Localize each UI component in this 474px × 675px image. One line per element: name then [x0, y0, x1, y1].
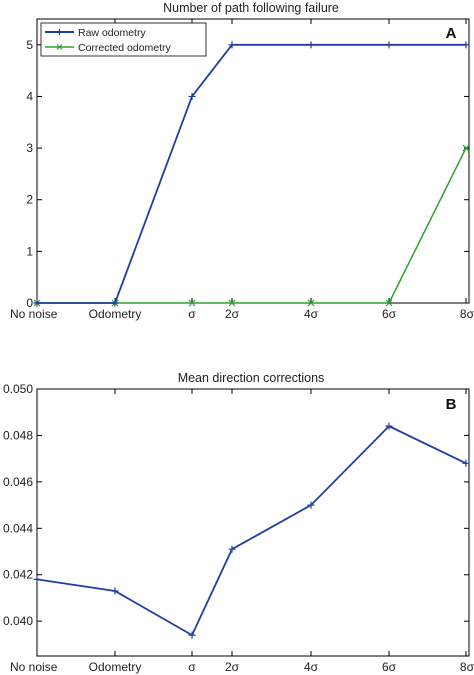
chart-b-ytick-label: 0.046 [3, 475, 33, 489]
chart-a-ytick-label: 4 [26, 89, 33, 103]
legend-marker-x-icon [56, 44, 63, 50]
chart-a-point [188, 92, 196, 100]
chart-b-plot-area [36, 388, 470, 657]
chart-a-point [307, 299, 315, 307]
chart-b-point [462, 459, 470, 467]
chart-a-plot-area [36, 18, 470, 304]
chart-a-ytick-label: 1 [26, 244, 33, 258]
chart-b-xtick-label: Odometry [89, 660, 142, 674]
chart-b-xtick-label: 8σ [460, 660, 474, 674]
chart-b-xtick-label: 6σ [382, 660, 397, 674]
chart-b-point [385, 422, 393, 430]
chart-a-point [307, 41, 315, 49]
chart-b-ytick-label: 0.044 [3, 521, 33, 535]
chart-a-xtick-label: 6σ [382, 307, 397, 321]
chart-b-title: Mean direction corrections [178, 371, 325, 385]
chart-a-point [228, 299, 236, 307]
chart-a-title: Number of path following failure [163, 1, 339, 15]
chart-b: Mean direction corrections B 0.0400.0420… [3, 371, 474, 674]
chart-b-series [33, 422, 470, 639]
legend-label-raw-odometry: Raw odometry [78, 27, 146, 39]
chart-a-xtick-label: No noise [10, 307, 58, 321]
legend-box [40, 22, 207, 57]
chart-b-point [188, 631, 196, 639]
chart-b-xtick-label: 4σ [304, 660, 319, 674]
chart-b-ytick-label: 0.048 [3, 428, 33, 442]
chart-a-panel-label: A [446, 25, 457, 42]
chart-b-point [111, 587, 119, 595]
chart-a-point [385, 299, 393, 307]
chart-a-ytick-label: 0 [26, 296, 33, 310]
chart-a-point [385, 41, 393, 49]
chart-a-point [228, 41, 236, 49]
chart-a-xtick-label: 8σ [460, 307, 474, 321]
chart-b-xtick-label: 2σ [225, 660, 240, 674]
chart-a-ytick-label: 2 [26, 193, 33, 207]
chart-a-xtick-label: σ [188, 307, 196, 321]
legend-label-corrected-odometry: Corrected odometry [78, 42, 172, 54]
chart-a-ticks: 0 1 2 3 4 5 No noise Odometry σ 2σ 4σ 6σ 8σ [10, 19, 474, 321]
chart-a-legend: Raw odometry Corrected odometry [40, 22, 207, 57]
chart-a-ytick-label: 3 [26, 141, 33, 155]
legend-marker-plus-icon [56, 29, 63, 35]
chart-a: Number of path following failure A 0 1 2 3 4… [10, 1, 474, 321]
chart-a-point [462, 41, 470, 49]
chart-b-point [228, 545, 236, 553]
chart-a-point [33, 299, 41, 307]
chart-a-point [462, 144, 470, 152]
chart-b-ytick-label: 0.040 [3, 614, 33, 628]
chart-a-xtick-label: 2σ [225, 307, 240, 321]
chart-a-xtick-label: Odometry [89, 307, 142, 321]
chart-b-point [33, 575, 41, 583]
chart-a-xtick-label: 4σ [304, 307, 319, 321]
chart-a-ytick-label: 5 [26, 38, 33, 52]
chart-a-point [188, 299, 196, 307]
chart-a-point [111, 299, 119, 307]
chart-a-series [33, 41, 470, 307]
chart-b-ytick-label: 0.050 [3, 382, 33, 396]
chart-b-ytick-label: 0.042 [3, 568, 33, 582]
chart-b-panel-label: B [446, 396, 457, 413]
chart-b-xtick-label: No noise [10, 660, 58, 674]
chart-b-xtick-label: σ [188, 660, 196, 674]
chart-b-ticks: 0.040 0.042 0.044 0.046 0.048 0.050 No noise Od… [3, 382, 474, 674]
chart-b-point [307, 501, 315, 509]
